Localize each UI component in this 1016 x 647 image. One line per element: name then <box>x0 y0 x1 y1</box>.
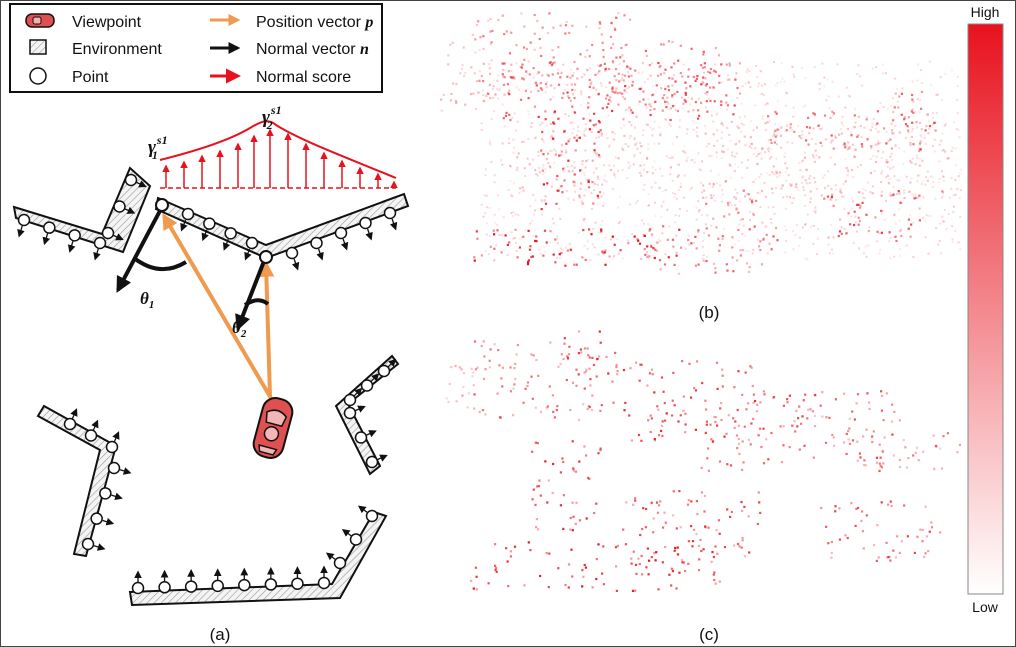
colorbar-high-label: High <box>971 4 1000 20</box>
caption-a: (a) <box>210 625 231 644</box>
caption-b: (b) <box>699 303 720 322</box>
legend-point-label: Point <box>72 69 109 86</box>
theta2-arc <box>243 298 270 307</box>
normal-score-curve <box>159 120 398 189</box>
legend-environment-label: Environment <box>72 41 162 58</box>
normal-vector-2 <box>235 255 268 331</box>
wall-5 <box>128 510 388 607</box>
car-icon <box>25 13 55 28</box>
point-cloud-b <box>440 12 962 275</box>
normal-vector-1 <box>116 206 164 293</box>
wall-4 <box>36 404 118 558</box>
legend-normal-label: Normal vector n <box>256 41 369 58</box>
colorbar-low-label: Low <box>972 599 999 615</box>
theta1-arc <box>132 256 188 271</box>
point-icon <box>29 67 47 85</box>
caption-c: (c) <box>699 625 719 644</box>
theta2-label: θ2 <box>232 318 247 340</box>
gamma1-label: γs1 1 <box>148 133 167 162</box>
position-vector-1 <box>162 213 274 402</box>
theta1-label: θ1 <box>140 289 154 311</box>
diagram-a: γs1 1 γs1 2 θ1 θ2 <box>12 103 410 607</box>
gamma2-label: γs1 2 <box>262 103 282 132</box>
point-1 <box>155 198 169 212</box>
colorbar-gradient <box>967 23 1004 595</box>
legend-viewpoint-label: Viewpoint <box>72 14 142 31</box>
wall-points <box>17 173 398 595</box>
hatch-icon <box>29 39 47 55</box>
legend-position-label: Position vector p <box>256 14 373 31</box>
car-icon-large <box>252 397 294 459</box>
colorbar: High Low <box>967 4 1004 615</box>
point-2 <box>259 250 273 264</box>
legend: Viewpoint Environment Point Position vec… <box>9 3 383 93</box>
legend-score-label: Normal score <box>256 69 351 86</box>
position-vector-2 <box>258 260 275 397</box>
point-cloud-c <box>445 330 961 592</box>
